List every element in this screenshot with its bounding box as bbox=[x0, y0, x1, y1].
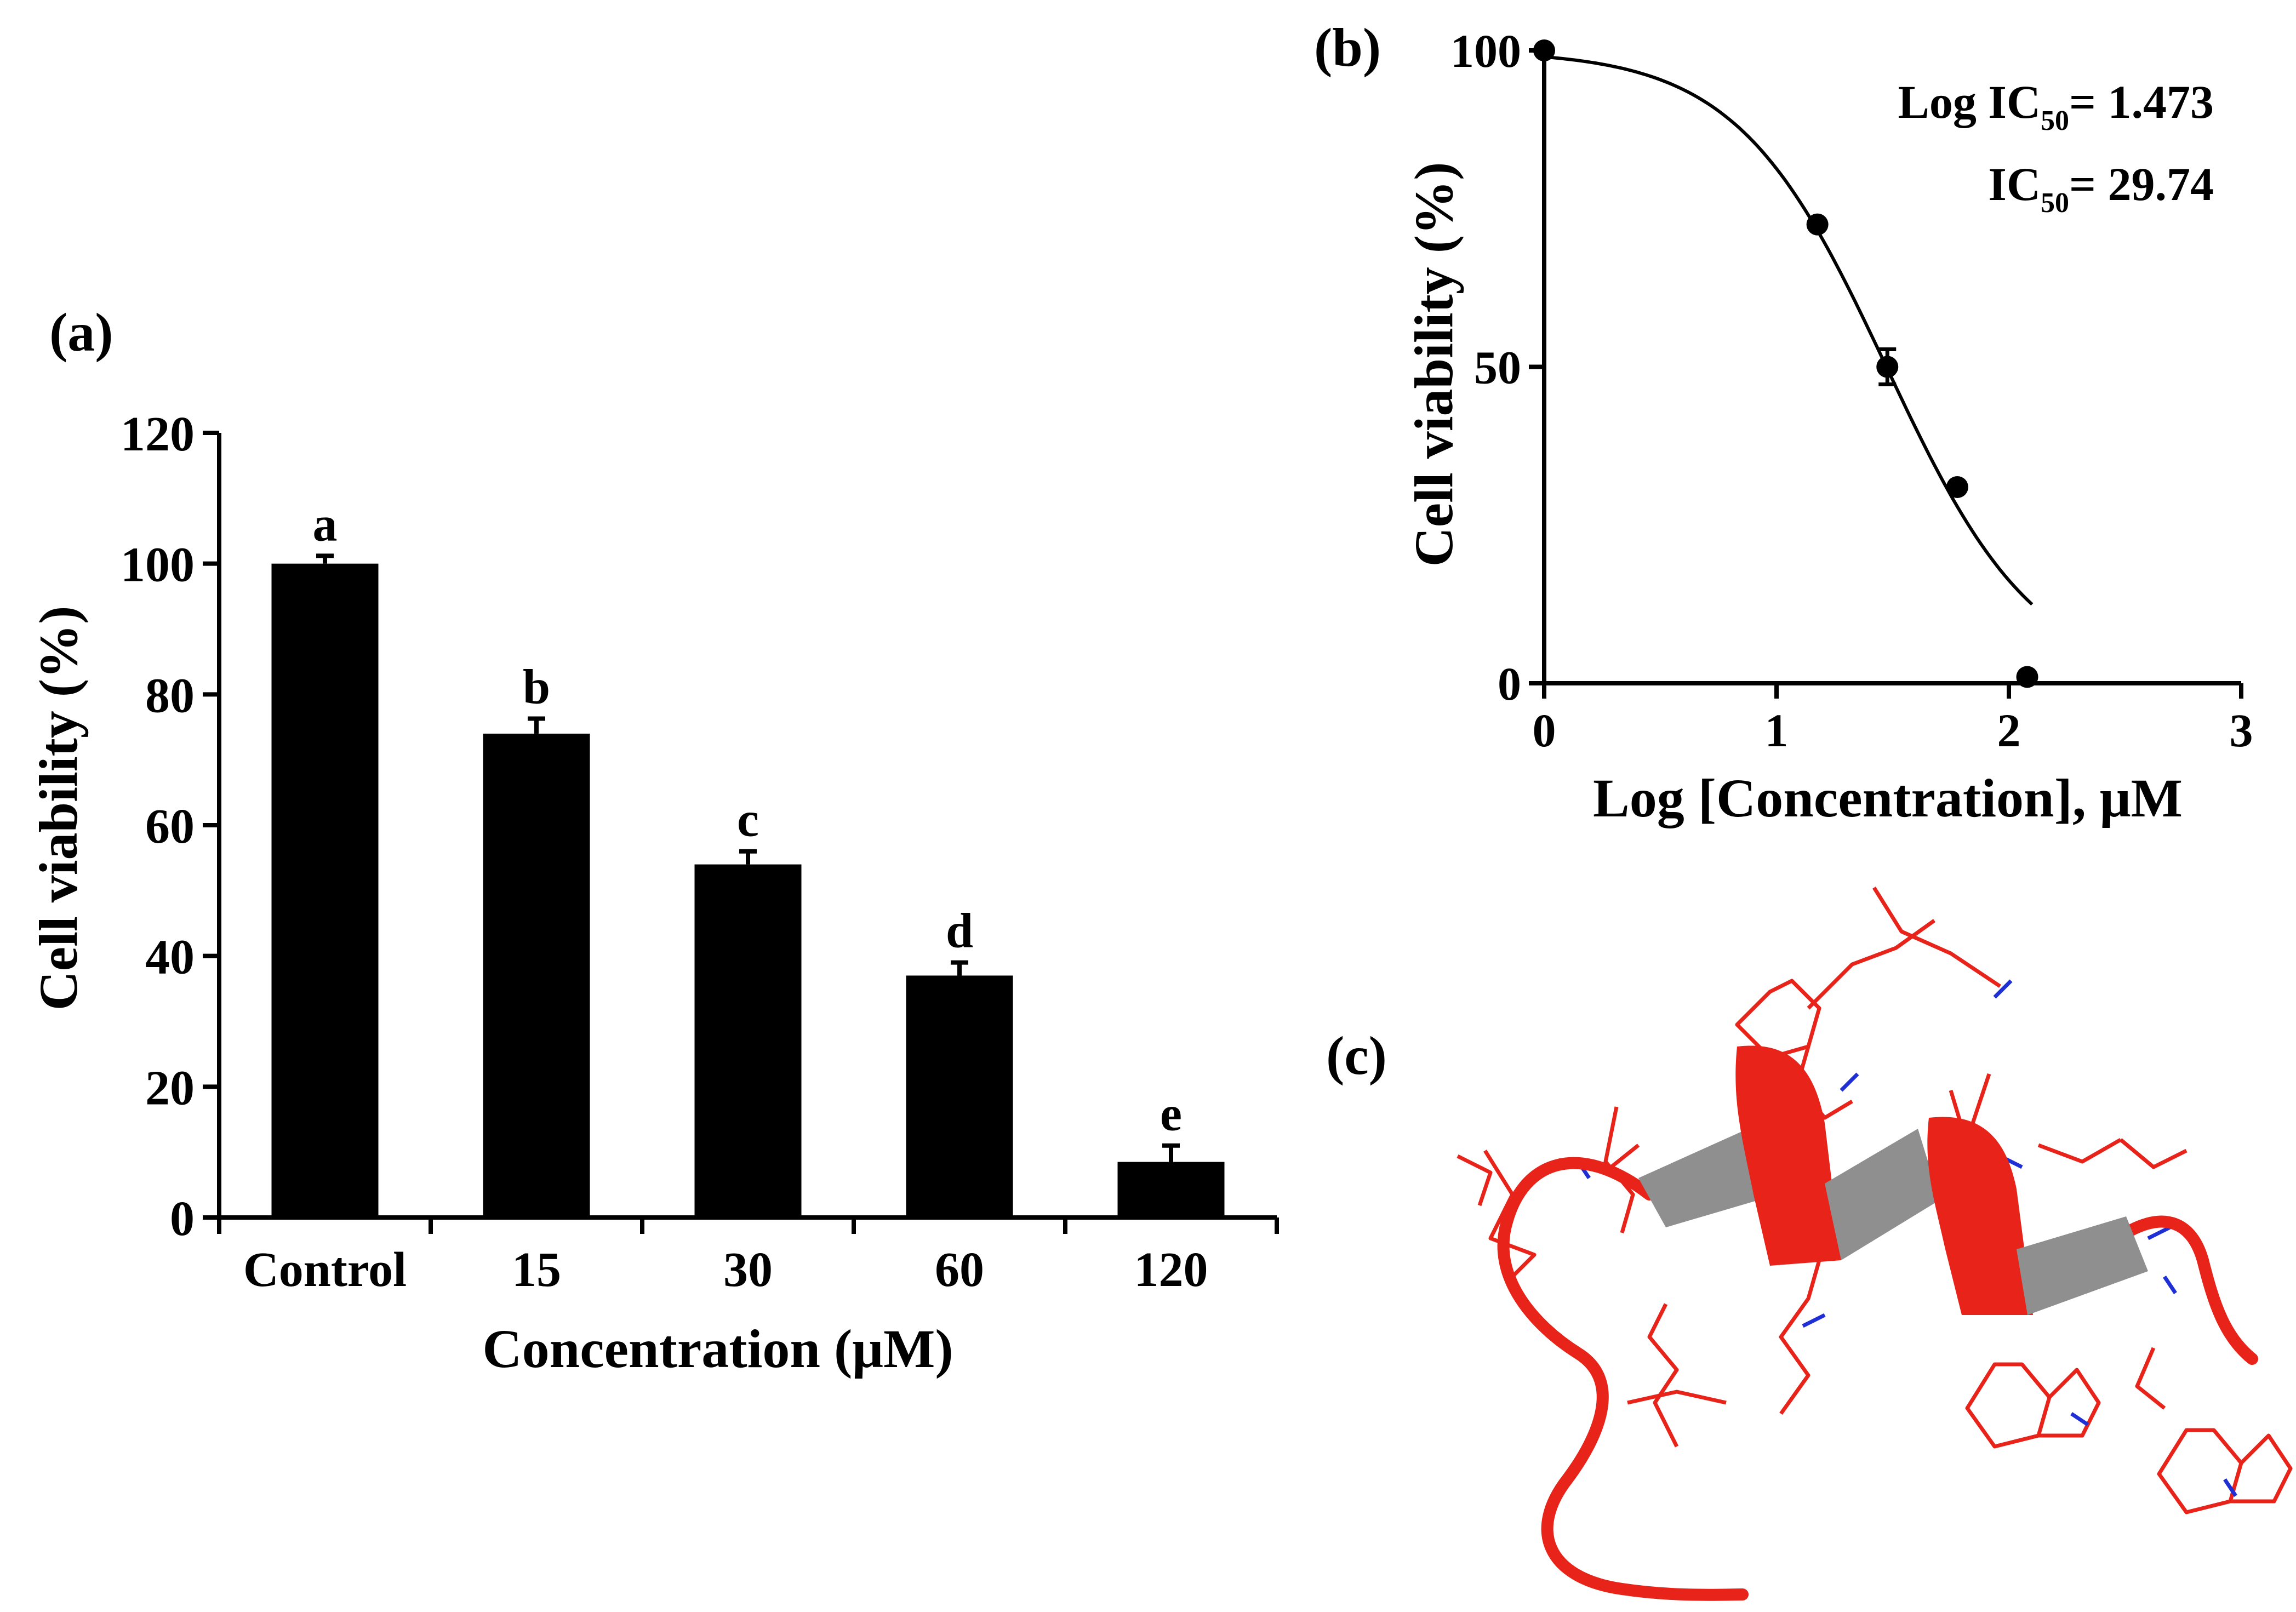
panel-a-y-ticks: 0 20 40 60 80 100 120 bbox=[121, 407, 219, 1246]
panel-b-data-points bbox=[1533, 39, 2038, 688]
panel-b-x-tick-label: 1 bbox=[1765, 704, 1789, 757]
panel-a-significance-letter: a bbox=[313, 497, 338, 551]
peptide-helix-structure-icon bbox=[1457, 887, 2293, 1601]
panel-b-x-tick-label: 3 bbox=[2230, 704, 2253, 757]
panel-c-structure: (c) bbox=[1326, 887, 2293, 1601]
panel-b-data-point bbox=[2016, 666, 2038, 688]
panel-a-y-tick-label: 120 bbox=[121, 407, 195, 461]
panel-a-x-tick-label: 120 bbox=[1134, 1243, 1208, 1297]
panel-a-bar bbox=[1117, 1162, 1225, 1217]
panel-a-label: (a) bbox=[49, 302, 113, 363]
panel-b-y-axis-label: Cell viability (%) bbox=[1403, 162, 1464, 567]
panel-b-data-point bbox=[1533, 39, 1555, 61]
panel-c-label: (c) bbox=[1326, 1025, 1387, 1086]
panel-b-log-ic50-annotation: Log IC50= 1.473 bbox=[1898, 76, 2214, 136]
panel-b-y-ticks: 0 50 100 bbox=[1450, 25, 1544, 710]
panel-a-y-axis-label: Cell viability (%) bbox=[28, 606, 89, 1011]
panel-a-significance-letter: d bbox=[946, 904, 973, 958]
panel-b-data-point bbox=[1946, 476, 1968, 498]
panel-b-x-axis-label: Log [Concentration], μM bbox=[1593, 768, 2183, 828]
panel-a-bar bbox=[906, 975, 1013, 1217]
panel-b-x-ticks: 0 1 2 3 bbox=[1533, 683, 2253, 757]
panel-a-y-tick-label: 60 bbox=[145, 799, 195, 854]
panel-a-y-tick-label: 0 bbox=[170, 1192, 195, 1246]
panel-a-bars: a b c d e bbox=[271, 497, 1225, 1217]
panel-a-bar bbox=[271, 563, 379, 1217]
panel-b-label: (b) bbox=[1314, 17, 1381, 78]
panel-b-data-point bbox=[1806, 213, 1829, 236]
panel-a-significance-letter: e bbox=[1160, 1087, 1182, 1141]
panel-a-y-tick-label: 40 bbox=[145, 930, 195, 985]
panel-b-y-tick-label: 50 bbox=[1474, 341, 1521, 394]
panel-b-y-tick-label: 100 bbox=[1450, 25, 1521, 77]
panel-b-x-tick-label: 2 bbox=[1997, 704, 2021, 757]
panel-a-y-tick-label: 20 bbox=[145, 1061, 195, 1115]
panel-a-x-ticks: Control 15 30 60 120 bbox=[217, 1217, 1279, 1297]
panel-a-bar bbox=[694, 864, 802, 1217]
panel-a-x-tick-label: 60 bbox=[935, 1243, 984, 1297]
panel-b-x-tick-label: 0 bbox=[1533, 704, 1556, 757]
panel-a-x-tick-label: 30 bbox=[723, 1243, 773, 1297]
panel-a-y-tick-label: 80 bbox=[145, 668, 195, 723]
panel-a-y-tick-label: 100 bbox=[121, 538, 195, 592]
panel-a-significance-letter: c bbox=[737, 793, 759, 847]
panel-a-bar-chart: (a) 0 20 40 60 80 100 120 a b c d e Control 15 30 60 1… bbox=[28, 302, 1279, 1379]
panel-a-x-axis-label: Concentration (μM) bbox=[482, 1318, 953, 1379]
panel-a-x-tick-label: 15 bbox=[512, 1243, 561, 1297]
panel-b-fit-curve bbox=[1544, 55, 2034, 606]
panel-a-x-tick-label: Control bbox=[243, 1243, 407, 1297]
panel-b-y-tick-label: 0 bbox=[1498, 658, 1521, 710]
panel-a-bar bbox=[483, 733, 590, 1217]
panel-b-ic50-annotation: IC50= 29.74 bbox=[1988, 158, 2214, 219]
panel-a-significance-letter: b bbox=[523, 660, 550, 714]
